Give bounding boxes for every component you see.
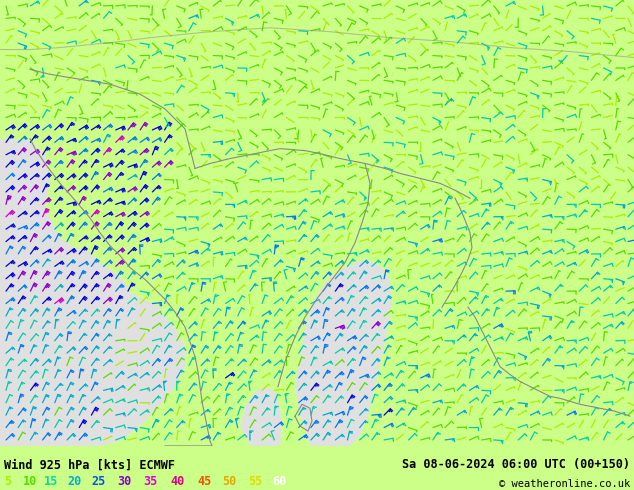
- Text: 40: 40: [170, 475, 184, 488]
- Polygon shape: [295, 260, 392, 446]
- Text: 25: 25: [91, 475, 105, 488]
- Text: 5: 5: [4, 475, 11, 488]
- Text: 60: 60: [272, 475, 286, 488]
- Text: © weatheronline.co.uk: © weatheronline.co.uk: [499, 479, 630, 489]
- Polygon shape: [0, 139, 185, 446]
- Text: Sa 08-06-2024 06:00 UTC (00+150): Sa 08-06-2024 06:00 UTC (00+150): [402, 458, 630, 471]
- Text: 35: 35: [143, 475, 157, 488]
- Text: 45: 45: [197, 475, 211, 488]
- Text: 10: 10: [23, 475, 37, 488]
- Text: 50: 50: [222, 475, 236, 488]
- Text: 30: 30: [117, 475, 131, 488]
- Text: 20: 20: [67, 475, 81, 488]
- Polygon shape: [240, 387, 282, 446]
- Text: 55: 55: [248, 475, 262, 488]
- Text: Wind 925 hPa [kts] ECMWF: Wind 925 hPa [kts] ECMWF: [4, 458, 175, 471]
- Text: 15: 15: [44, 475, 58, 488]
